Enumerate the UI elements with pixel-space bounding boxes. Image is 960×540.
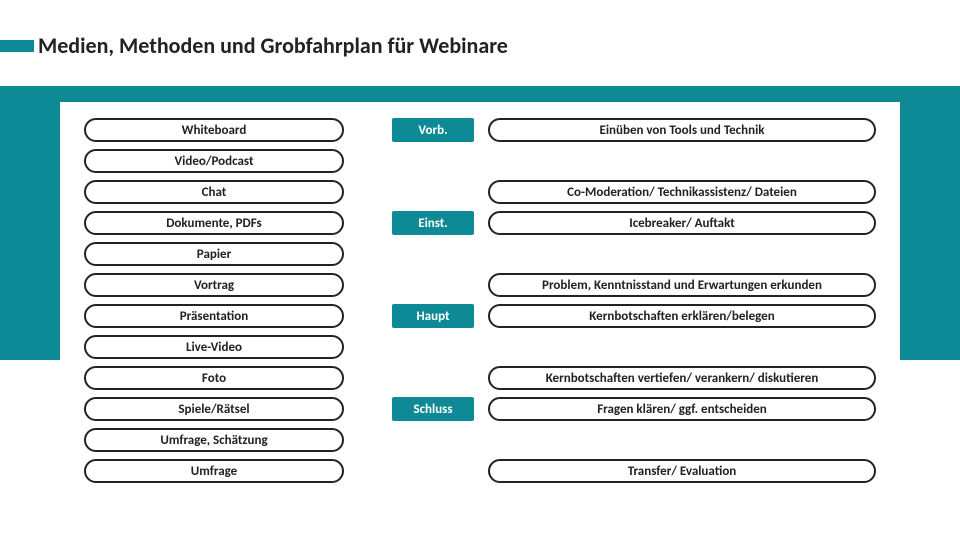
- media-item: Foto: [84, 366, 344, 390]
- phase-row-empty: [392, 242, 876, 266]
- phase-tag-spacer: [392, 366, 474, 390]
- phase-desc: Icebreaker/ Auftakt: [488, 211, 876, 235]
- phase-row-empty: [392, 149, 876, 173]
- phase-row: Kernbotschaften vertiefen/ verankern/ di…: [392, 366, 876, 390]
- media-item: Chat: [84, 180, 344, 204]
- phase-desc: Co-Moderation/ Technikassistenz/ Dateien: [488, 180, 876, 204]
- phase-desc: Fragen klären/ ggf. entscheiden: [488, 397, 876, 421]
- phase-tag-vorb: Vorb.: [392, 118, 474, 142]
- media-item: Umfrage, Schätzung: [84, 428, 344, 452]
- media-item: Dokumente, PDFs: [84, 211, 344, 235]
- page-title: Medien, Methoden und Grobfahrplan für We…: [38, 32, 508, 59]
- media-item: Spiele/Rätsel: [84, 397, 344, 421]
- phase-row: Haupt Kernbotschaften erklären/belegen: [392, 304, 876, 328]
- phase-desc: Kernbotschaften erklären/belegen: [488, 304, 876, 328]
- phase-tag-spacer: [392, 273, 474, 297]
- media-item: Papier: [84, 242, 344, 266]
- phase-row-empty: [392, 335, 876, 359]
- phase-row: Transfer/ Evaluation: [392, 459, 876, 483]
- phase-desc: Kernbotschaften vertiefen/ verankern/ di…: [488, 366, 876, 390]
- phase-row: Einst. Icebreaker/ Auftakt: [392, 211, 876, 235]
- media-item: Vortrag: [84, 273, 344, 297]
- media-column: Whiteboard Video/Podcast Chat Dokumente,…: [84, 118, 344, 500]
- phase-tag-haupt: Haupt: [392, 304, 474, 328]
- phase-tag-spacer: [392, 459, 474, 483]
- phase-row: Schluss Fragen klären/ ggf. entscheiden: [392, 397, 876, 421]
- phase-row-empty: [392, 428, 876, 452]
- media-item: Whiteboard: [84, 118, 344, 142]
- phase-desc: Transfer/ Evaluation: [488, 459, 876, 483]
- phase-tag-schluss: Schluss: [392, 397, 474, 421]
- content-panel: Whiteboard Video/Podcast Chat Dokumente,…: [60, 102, 900, 516]
- phase-column: Vorb. Einüben von Tools und Technik Co-M…: [344, 118, 876, 500]
- title-row: Medien, Methoden und Grobfahrplan für We…: [0, 0, 960, 71]
- phase-row: Problem, Kenntnisstand und Erwartungen e…: [392, 273, 876, 297]
- phase-tag-spacer: [392, 180, 474, 204]
- phase-tag-einst: Einst.: [392, 211, 474, 235]
- phase-row: Vorb. Einüben von Tools und Technik: [392, 118, 876, 142]
- phase-row: Co-Moderation/ Technikassistenz/ Dateien: [392, 180, 876, 204]
- media-item: Live-Video: [84, 335, 344, 359]
- title-accent-bar: [0, 40, 34, 52]
- media-item: Präsentation: [84, 304, 344, 328]
- media-item: Video/Podcast: [84, 149, 344, 173]
- phase-desc: Problem, Kenntnisstand und Erwartungen e…: [488, 273, 876, 297]
- media-item: Umfrage: [84, 459, 344, 483]
- phase-desc: Einüben von Tools und Technik: [488, 118, 876, 142]
